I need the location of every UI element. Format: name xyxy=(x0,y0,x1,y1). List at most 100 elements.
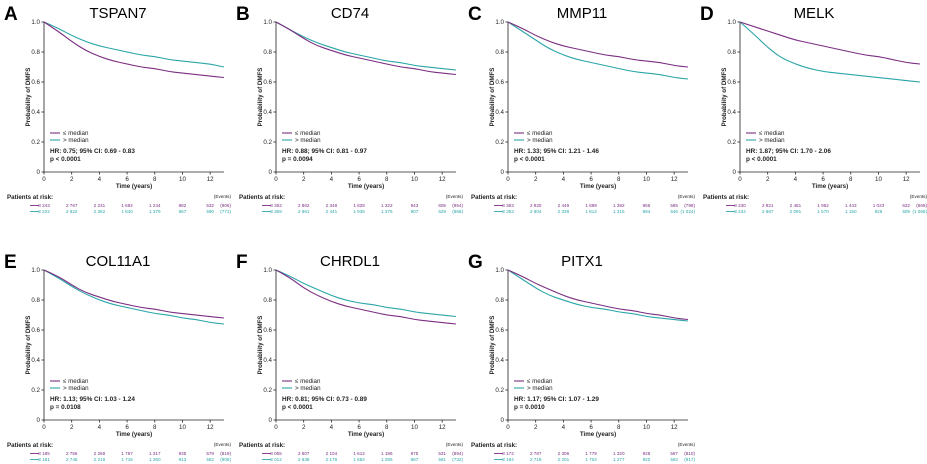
x-tick-label: 12 xyxy=(439,176,446,183)
survival-curve-low xyxy=(275,21,457,76)
y-tick-label: 0.6 xyxy=(495,327,504,334)
risk-events-high: (917) xyxy=(684,457,695,462)
y-tick-label: 0.4 xyxy=(31,109,40,116)
risk-count-high: 1 315 xyxy=(613,209,625,214)
x-axis-title: Time (years) xyxy=(348,431,384,438)
patients-at-risk-label: Patients at risk: xyxy=(7,194,53,201)
risk-count-low: 1 443 xyxy=(845,203,857,208)
x-tick-label: 0 xyxy=(738,176,742,183)
events-header: (Events) xyxy=(446,194,464,199)
x-tick-label: 4 xyxy=(330,176,334,183)
x-tick-label: 10 xyxy=(643,424,650,431)
x-axis-title: Time (years) xyxy=(348,183,384,190)
survival-curve-high xyxy=(275,21,457,71)
survival-curve-low xyxy=(43,269,225,319)
risk-count-high: 826 xyxy=(875,209,883,214)
risk-count-low: 567 xyxy=(670,451,678,456)
risk-count-high: 509 xyxy=(902,209,910,214)
risk-events-low: (819) xyxy=(220,451,231,456)
risk-count-high: 562 xyxy=(670,457,678,462)
risk-count-high: 552 xyxy=(206,457,214,462)
risk-count-low: 1 244 xyxy=(149,203,161,208)
x-tick-label: 8 xyxy=(617,424,621,431)
panel-e: E COL11A1 0 0.2 0.4 0.6 0.8 1.0 0 2 4 6 8 10 12 Probabi… xyxy=(4,252,231,462)
risk-count-low: 943 xyxy=(411,203,419,208)
x-tick-label: 8 xyxy=(153,424,157,431)
risk-events-high: (1 024) xyxy=(680,209,695,214)
gene-title: PITX1 xyxy=(561,253,603,270)
x-tick-label: 12 xyxy=(671,424,678,431)
x-tick-label: 4 xyxy=(562,176,566,183)
x-tick-label: 6 xyxy=(589,424,593,431)
x-tick-label: 0 xyxy=(506,176,510,183)
risk-count-high: 3 181 xyxy=(38,457,50,462)
events-header: (Events) xyxy=(678,442,696,447)
risk-events-high: (1 068) xyxy=(912,209,927,214)
y-tick-label: 0.2 xyxy=(495,387,504,394)
x-tick-label: 6 xyxy=(125,176,129,183)
legend-label-high: > median xyxy=(527,137,553,144)
events-header: (Events) xyxy=(910,194,927,199)
risk-count-low: 1 023 xyxy=(873,203,885,208)
x-tick-label: 10 xyxy=(179,424,186,431)
p-value: p = 0.0108 xyxy=(50,404,81,411)
risk-count-high: 590 xyxy=(206,209,214,214)
risk-count-high: 3 222 xyxy=(38,209,50,214)
y-tick-label: 0.8 xyxy=(263,49,272,56)
x-tick-label: 4 xyxy=(330,424,334,431)
panel-d: D MELK 0 0.2 0.4 0.6 0.8 1.0 0 2 4 6 8 10 12 Probabilit… xyxy=(700,4,927,214)
y-axis-title: Probability of DMFS xyxy=(721,68,728,127)
x-tick-label: 12 xyxy=(207,424,214,431)
x-tick-label: 8 xyxy=(385,176,389,183)
risk-count-high: 887 xyxy=(411,457,419,462)
risk-count-low: 1 612 xyxy=(353,451,365,456)
gene-title: CD74 xyxy=(331,5,369,22)
risk-count-high: 3 234 xyxy=(734,209,746,214)
risk-count-low: 2 348 xyxy=(326,203,338,208)
x-tick-label: 2 xyxy=(302,176,306,183)
y-tick-label: 0.6 xyxy=(263,327,272,334)
risk-count-low: 531 xyxy=(438,451,446,456)
y-tick-label: 1.0 xyxy=(31,267,40,274)
risk-count-high: 2 441 xyxy=(326,209,338,214)
y-axis-title: Probability of DMFS xyxy=(257,316,264,375)
risk-events-high: (732) xyxy=(452,457,463,462)
y-tick-label: 1.0 xyxy=(31,19,40,26)
x-tick-label: 10 xyxy=(643,176,650,183)
survival-curve-low xyxy=(507,269,689,321)
y-tick-label: 0.8 xyxy=(727,49,736,56)
x-tick-label: 6 xyxy=(357,424,361,431)
risk-count-low: 2 306 xyxy=(558,451,570,456)
risk-count-high: 1 379 xyxy=(149,209,161,214)
y-tick-label: 0.6 xyxy=(31,327,40,334)
y-tick-label: 0 xyxy=(37,417,41,424)
x-tick-label: 2 xyxy=(766,176,770,183)
patients-at-risk-label: Patients at risk: xyxy=(703,194,749,201)
survival-curve-high xyxy=(507,269,689,322)
risk-count-low: 2 756 xyxy=(66,451,78,456)
survival-curve-high xyxy=(43,21,225,68)
y-tick-label: 0.2 xyxy=(495,139,504,146)
risk-count-low: 2 231 xyxy=(94,203,106,208)
x-tick-label: 0 xyxy=(274,176,278,183)
y-axis-title: Probability of DMFS xyxy=(489,68,496,127)
legend-label-high: > median xyxy=(295,385,321,392)
legend-label-low: ≤ median xyxy=(63,378,89,385)
risk-count-high: 546 xyxy=(670,209,678,214)
y-tick-label: 0.4 xyxy=(495,357,504,364)
y-tick-label: 0.8 xyxy=(495,297,504,304)
risk-count-high: 920 xyxy=(643,457,651,462)
hazard-ratio: HR: 0.75; 95% CI: 0.69 - 0.83 xyxy=(50,148,135,155)
x-axis-title: Time (years) xyxy=(116,431,152,438)
risk-events-high: (908) xyxy=(220,457,231,462)
risk-events-low: (810) xyxy=(684,451,695,456)
x-axis-title: Time (years) xyxy=(812,183,848,190)
risk-count-high: 907 xyxy=(411,209,419,214)
risk-count-low: 2 862 xyxy=(298,203,310,208)
risk-count-low: 935 xyxy=(179,451,187,456)
patients-at-risk-label: Patients at risk: xyxy=(471,194,517,201)
x-tick-label: 10 xyxy=(875,176,882,183)
risk-count-high: 1 150 xyxy=(845,209,857,214)
risk-count-low: 1 692 xyxy=(121,203,133,208)
risk-count-low: 622 xyxy=(902,203,910,208)
